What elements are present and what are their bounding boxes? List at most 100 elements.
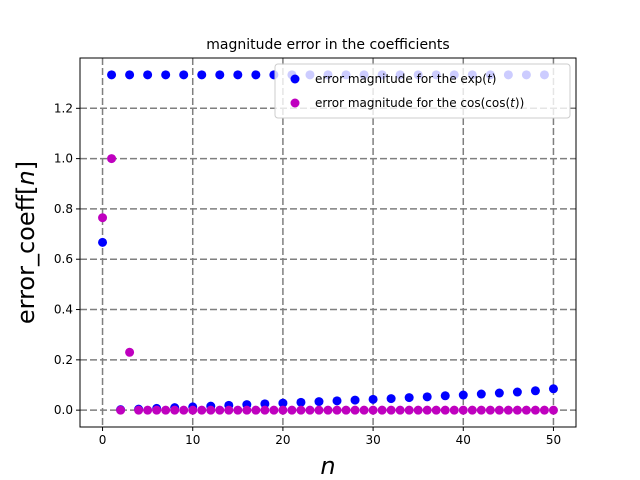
data-point-series-1 xyxy=(422,392,432,402)
data-point-series-2 xyxy=(197,405,207,415)
legend-box xyxy=(274,63,571,119)
data-point-series-2 xyxy=(314,405,324,415)
data-point-series-1 xyxy=(350,395,360,405)
x-axis-label: n xyxy=(320,452,335,480)
data-point-series-2 xyxy=(260,405,270,415)
data-point-series-1 xyxy=(125,70,135,80)
data-point-series-1 xyxy=(161,70,171,80)
x-tick-label: 0 xyxy=(99,433,107,447)
data-point-series-2 xyxy=(215,405,225,415)
data-point-series-2 xyxy=(269,405,279,415)
data-point-series-2 xyxy=(530,405,540,415)
plot-frame xyxy=(79,57,577,428)
data-point-series-2 xyxy=(170,405,180,415)
data-point-series-1 xyxy=(278,398,288,408)
x-tick-label: 50 xyxy=(546,433,561,447)
data-point-series-2 xyxy=(386,405,396,415)
legend-marker-series-1 xyxy=(290,74,300,84)
data-point-series-1 xyxy=(260,399,270,409)
data-point-series-2 xyxy=(485,405,495,415)
data-point-series-1 xyxy=(332,396,342,406)
data-point-series-1 xyxy=(179,70,189,80)
data-point-series-1 xyxy=(386,394,396,404)
y-tick-label: 1.0 xyxy=(54,152,73,166)
chart-title: magnitude error in the coefficients xyxy=(206,37,449,53)
y-tick-label: 0.2 xyxy=(54,353,73,367)
data-point-series-2 xyxy=(413,405,423,415)
data-point-series-2 xyxy=(206,405,216,415)
data-point-series-2 xyxy=(395,405,405,415)
data-point-series-2 xyxy=(98,213,108,223)
data-point-series-2 xyxy=(251,405,261,415)
data-point-series-1 xyxy=(440,391,450,401)
data-point-series-2 xyxy=(152,405,162,415)
data-point-series-2 xyxy=(440,405,450,415)
data-point-series-2 xyxy=(287,405,297,415)
data-point-series-2 xyxy=(143,405,153,415)
data-point-series-1 xyxy=(314,397,324,407)
y-tick-label: 0.6 xyxy=(54,252,73,266)
data-point-series-1 xyxy=(107,70,117,80)
data-point-series-1 xyxy=(143,70,153,80)
data-point-series-2 xyxy=(242,405,252,415)
data-point-series-2 xyxy=(224,405,234,415)
data-point-series-1 xyxy=(548,384,558,394)
data-point-series-2 xyxy=(233,405,243,415)
data-point-series-1 xyxy=(251,70,261,80)
legend-label-series-2: error magnitude for the cos(cos(t)) xyxy=(315,96,524,110)
axis-ticks: 0 10 20 30 40 50 0.0 0.2 0.4 0.6 0.8 1.0 1.2 xyxy=(54,101,561,447)
data-point-series-2 xyxy=(368,405,378,415)
data-point-series-2 xyxy=(422,405,432,415)
data-point-series-1 xyxy=(458,390,468,400)
data-point-series-2 xyxy=(467,405,477,415)
data-point-series-1 xyxy=(368,394,378,404)
data-point-series-1 xyxy=(233,70,243,80)
data-point-series-2 xyxy=(512,405,522,415)
y-tick-label: 1.2 xyxy=(54,101,73,115)
data-point-series-2 xyxy=(278,405,288,415)
data-point-series-1 xyxy=(404,393,414,403)
y-tick-label: 0.0 xyxy=(54,403,73,417)
data-point-series-2 xyxy=(431,405,441,415)
x-tick-label: 30 xyxy=(365,433,380,447)
data-point-series-2 xyxy=(521,405,531,415)
data-points xyxy=(98,70,558,415)
data-point-series-1 xyxy=(476,389,486,399)
data-point-series-2 xyxy=(539,405,549,415)
data-point-series-2 xyxy=(458,405,468,415)
data-point-series-1 xyxy=(494,388,504,398)
data-point-series-1 xyxy=(296,397,306,407)
data-point-series-2 xyxy=(161,405,171,415)
legend-label-series-1: error magnitude for the exp(t) xyxy=(315,72,496,86)
data-point-series-2 xyxy=(494,405,504,415)
data-point-series-1 xyxy=(98,237,108,247)
x-tick-label: 20 xyxy=(275,433,290,447)
data-point-series-2 xyxy=(359,405,369,415)
data-point-series-2 xyxy=(548,405,558,415)
data-point-series-1 xyxy=(215,70,225,80)
data-point-series-2 xyxy=(350,405,360,415)
data-point-series-2 xyxy=(296,405,306,415)
data-point-series-2 xyxy=(305,405,315,415)
data-point-series-1 xyxy=(530,386,540,396)
data-point-series-2 xyxy=(125,347,135,357)
data-point-series-2 xyxy=(449,405,459,415)
data-point-series-2 xyxy=(179,405,189,415)
y-tick-label: 0.4 xyxy=(54,303,73,317)
data-point-series-1 xyxy=(197,70,207,80)
data-point-series-2 xyxy=(188,405,198,415)
data-point-series-2 xyxy=(503,405,513,415)
x-tick-label: 10 xyxy=(185,433,200,447)
data-point-series-2 xyxy=(476,405,486,415)
data-point-series-2 xyxy=(323,405,333,415)
data-point-series-1 xyxy=(512,387,522,397)
data-point-series-2 xyxy=(134,405,144,415)
data-point-series-2 xyxy=(377,405,387,415)
data-point-series-2 xyxy=(107,154,117,164)
x-tick-label: 40 xyxy=(456,433,471,447)
y-tick-label: 0.8 xyxy=(54,202,73,216)
legend-marker-series-2 xyxy=(290,98,300,108)
data-point-series-2 xyxy=(332,405,342,415)
y-axis-label: error_coeff[n] xyxy=(12,161,40,324)
